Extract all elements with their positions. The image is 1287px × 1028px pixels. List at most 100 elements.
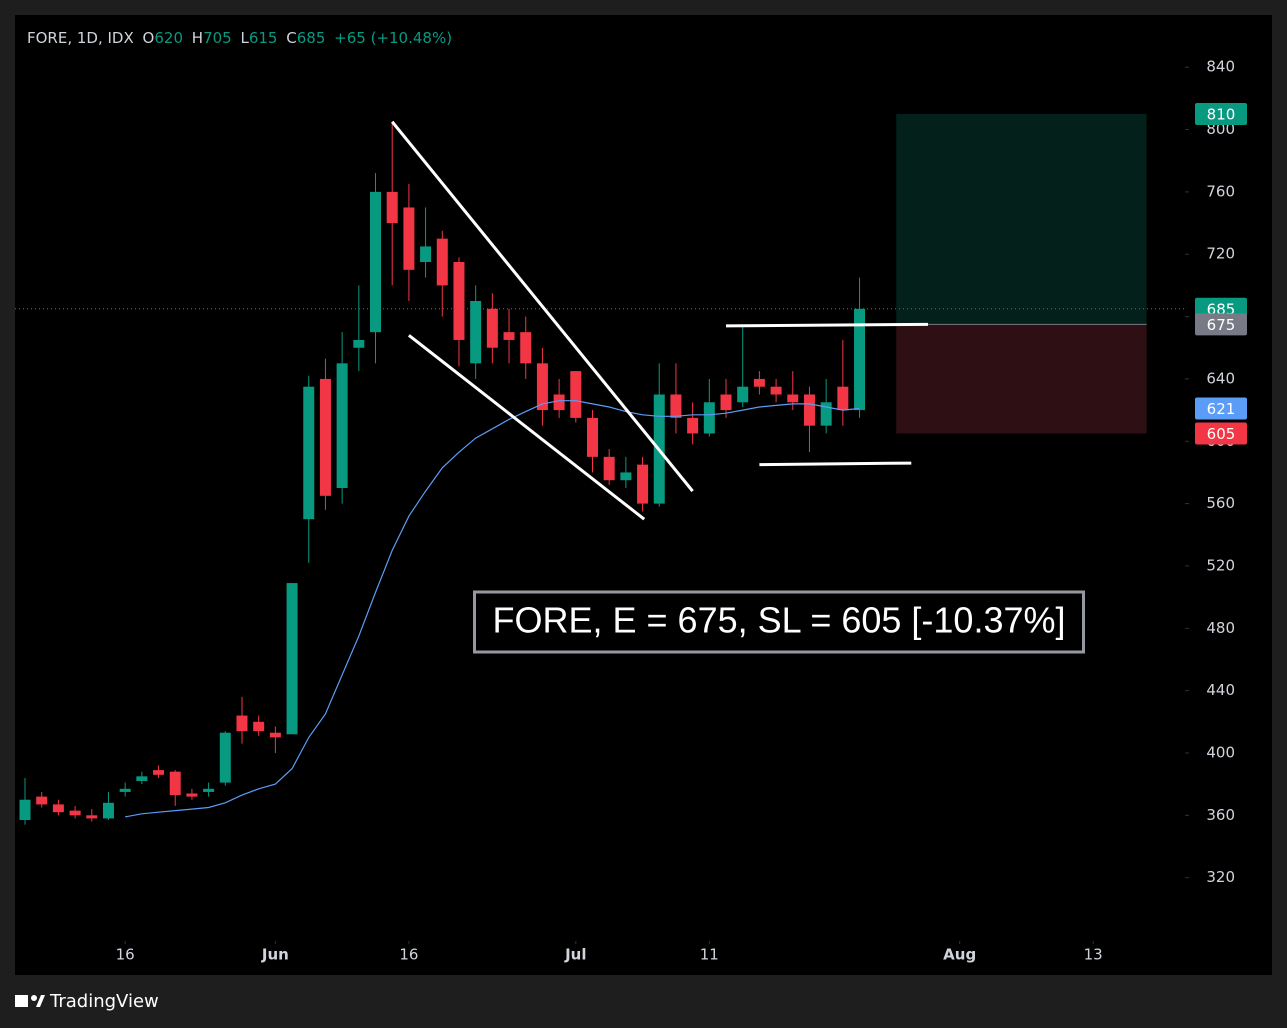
candle-body <box>286 583 298 735</box>
open-value: 620 <box>154 29 183 47</box>
candle-body <box>169 771 181 796</box>
candle-body <box>236 715 248 732</box>
trendline <box>407 334 646 521</box>
legend-header: FORE, 1D, IDX O620 H705 L615 C685 +65 (+… <box>27 29 452 47</box>
candle-body <box>219 732 231 783</box>
y-tick-label: 480 <box>1206 619 1235 637</box>
target-zone <box>896 113 1147 325</box>
brand: TradingView <box>49 991 159 1012</box>
candle-body <box>753 378 765 387</box>
trendline <box>726 322 928 328</box>
candle-body <box>102 802 114 819</box>
y-tick-label: 320 <box>1206 868 1235 886</box>
candle-body <box>119 788 131 792</box>
y-tick-label: 520 <box>1206 556 1235 574</box>
x-tick-label: 11 <box>700 946 719 964</box>
candle-body <box>803 394 815 426</box>
candle-body <box>86 815 98 819</box>
candle-body <box>687 417 699 434</box>
x-tick-label: Jun <box>261 946 289 964</box>
trendline <box>391 120 694 493</box>
close-label: C <box>286 29 296 47</box>
candle-body <box>603 456 615 481</box>
price-tag <box>1195 313 1247 336</box>
candle-body <box>353 339 365 348</box>
candle-body <box>253 721 265 732</box>
y-tick-label: 400 <box>1206 743 1235 761</box>
logo-dot <box>31 995 37 1001</box>
price-tag-label: 621 <box>1207 400 1236 418</box>
candle-body <box>319 378 331 496</box>
annotation-box <box>473 590 1085 654</box>
candle-body <box>670 394 682 418</box>
candle-body <box>186 793 198 797</box>
candle-body <box>69 810 81 816</box>
price-tag <box>1195 422 1247 445</box>
candle-body <box>820 402 832 426</box>
candle-body <box>486 308 498 348</box>
candle-body <box>570 371 582 418</box>
stop-zone <box>896 324 1147 434</box>
candle-body <box>420 246 432 263</box>
y-tick-label: 440 <box>1206 681 1235 699</box>
x-tick-label: 13 <box>1084 946 1103 964</box>
candle-body <box>453 262 465 340</box>
low-value: 615 <box>249 29 278 47</box>
candle-body <box>203 788 215 792</box>
candle-body <box>52 804 64 813</box>
candle-body <box>336 363 348 489</box>
candle-body <box>854 308 866 411</box>
logo-mark <box>15 995 28 1007</box>
candle-body <box>637 464 649 504</box>
candle-body <box>136 776 148 782</box>
x-tick-label: 16 <box>116 946 135 964</box>
moving-average <box>125 400 860 818</box>
y-tick-label: 360 <box>1206 806 1235 824</box>
x-tick-label: 16 <box>399 946 418 964</box>
price-tag <box>1195 102 1247 125</box>
candle-body <box>370 191 382 333</box>
price-tag-label: 675 <box>1207 316 1236 334</box>
change: +65 (+10.48%) <box>334 29 452 47</box>
candle-body <box>470 300 482 364</box>
candle-body <box>770 386 782 395</box>
low-label: L <box>240 29 249 47</box>
candle-body <box>386 191 398 224</box>
high-value: 705 <box>203 29 232 47</box>
symbol: FORE, 1D, IDX <box>27 29 134 47</box>
candle-body <box>553 394 565 411</box>
x-tick-label: Aug <box>943 946 976 964</box>
candle-body <box>36 796 48 805</box>
close-value: 685 <box>297 29 326 47</box>
candle-body <box>703 402 715 434</box>
candle-body <box>536 363 548 411</box>
x-tick-label: Jul <box>564 946 586 964</box>
tv-logo <box>15 995 45 1007</box>
high-label: H <box>192 29 203 47</box>
candle-body <box>787 394 799 403</box>
candle-body <box>403 207 415 270</box>
trendline <box>759 461 912 467</box>
logo-slash <box>36 995 45 1007</box>
candle-body <box>837 386 849 411</box>
y-tick-label: 560 <box>1206 494 1235 512</box>
price-tag <box>1195 397 1247 420</box>
y-tick-label: 840 <box>1206 58 1235 76</box>
annotation: FORE, E = 675, SL = 605 [-10.37%] <box>493 600 1066 641</box>
price-tag-label: 605 <box>1207 425 1236 443</box>
candle-body <box>520 332 532 364</box>
y-tick-label: 760 <box>1206 182 1235 200</box>
y-tick-label: 640 <box>1206 369 1235 387</box>
candle-body <box>436 238 448 286</box>
candle-body <box>620 472 632 481</box>
price-tag-label: 810 <box>1207 105 1236 123</box>
candle-body <box>720 394 732 411</box>
candle-body <box>269 732 281 738</box>
candle-body <box>586 417 598 457</box>
candle-body <box>19 799 31 820</box>
candle-body <box>737 386 749 403</box>
candle-body <box>153 770 165 775</box>
open-label: O <box>143 29 155 47</box>
